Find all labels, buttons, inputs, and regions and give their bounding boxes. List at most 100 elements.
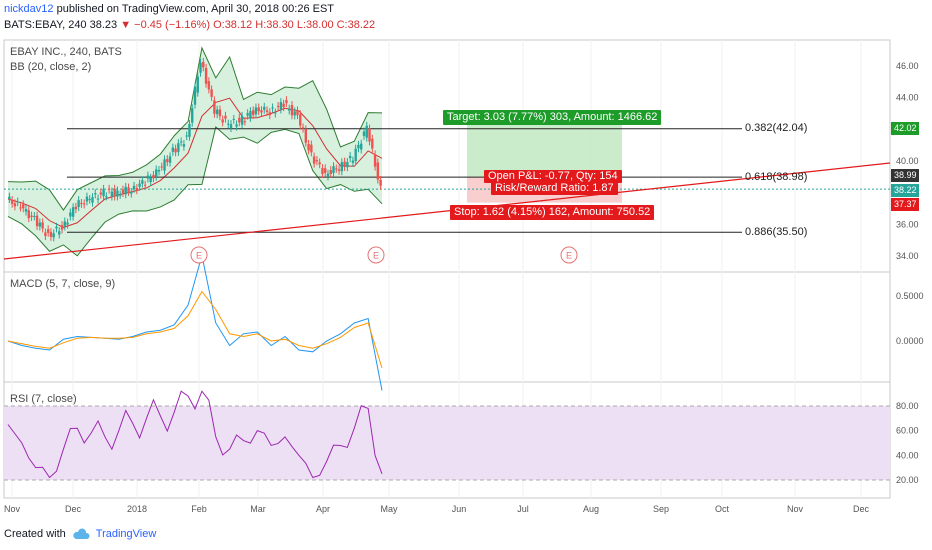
candle-body — [30, 215, 33, 218]
candle-body — [179, 141, 183, 143]
bb-basis — [7, 97, 383, 229]
candle-body — [282, 103, 285, 108]
candle-body — [52, 233, 55, 238]
candle-body — [82, 203, 86, 205]
candle-body — [348, 155, 352, 159]
candle-body — [113, 188, 116, 197]
candle-body — [246, 113, 249, 116]
candle-body — [224, 115, 227, 119]
candle-body — [268, 112, 271, 116]
down-arrow-icon: ▼ — [120, 19, 132, 31]
candle-body — [293, 111, 296, 116]
candle-body — [213, 100, 216, 114]
candle-body — [146, 175, 150, 179]
candle-body — [41, 222, 44, 229]
author-link[interactable]: nickdav12 — [4, 3, 54, 15]
symbol-label: BATS:EBAY, 240 — [4, 19, 87, 31]
candle-body — [182, 144, 186, 147]
candle-body — [127, 187, 130, 192]
rsi-tick-label: 60.00 — [896, 426, 919, 436]
x-tick-label: Apr — [316, 504, 330, 514]
candle-body — [329, 170, 332, 174]
price-tick-label: 44.00 — [896, 93, 919, 103]
candle-body — [16, 201, 19, 203]
risk-reward-label: Risk/Reward Ratio: 1.87 — [491, 182, 618, 195]
candle-body — [196, 76, 199, 93]
drawing-lines[interactable] — [3, 128, 891, 260]
candle-body — [337, 169, 341, 171]
bb-title: BB (20, close, 2) — [10, 61, 92, 73]
candle-body — [38, 222, 42, 227]
candle-body — [290, 105, 294, 116]
candle-body — [218, 109, 222, 117]
candles — [8, 57, 382, 242]
rsi-tick-label: 80.00 — [896, 401, 919, 411]
target-label[interactable]: Target: 3.03 (7.77%) 303, Amount: 1466.6… — [443, 110, 662, 125]
candle-body — [188, 123, 191, 137]
candle-body — [66, 222, 69, 225]
candle-body — [85, 196, 89, 202]
candle-body — [321, 168, 324, 175]
candle-body — [357, 144, 360, 149]
candle-body — [24, 208, 28, 212]
candle-body — [351, 160, 355, 163]
candle-body — [149, 177, 152, 183]
last-price: 38.23 — [89, 19, 118, 31]
tradingview-link[interactable]: TradingView — [95, 528, 157, 540]
candle-body — [238, 117, 241, 123]
candle-body — [177, 143, 180, 152]
candle-body — [191, 108, 194, 123]
cloud-icon — [73, 528, 90, 539]
candle-body — [19, 207, 22, 209]
trendline — [3, 162, 891, 260]
open-pl-label: Open P&L: -0.77, Qty: 154 — [484, 170, 622, 183]
candle-body — [279, 102, 283, 110]
rsi-title: RSI (7, close) — [10, 393, 77, 405]
candle-body — [96, 198, 100, 200]
candle-body — [343, 161, 346, 167]
candle-body — [35, 215, 39, 227]
candle-body — [77, 200, 80, 208]
price-tick-label: 36.00 — [896, 219, 919, 229]
x-tick-label: Nov — [787, 504, 804, 514]
candle-body — [232, 118, 235, 120]
stop-price-tag: 37.37 — [891, 198, 919, 211]
candle-body — [210, 89, 213, 97]
macd-lines — [7, 255, 383, 391]
candle-body — [332, 166, 335, 174]
rsi-lines — [7, 390, 383, 479]
price-tick-label: 46.00 — [896, 61, 919, 71]
x-tick-label: Sep — [653, 504, 669, 514]
symbol-info: BATS:EBAY, 240 38.23 ▼ −0.45 (−1.16%) O:… — [4, 19, 375, 31]
candle-body — [10, 200, 14, 204]
candle-body — [91, 197, 94, 203]
stop-label[interactable]: Stop: 1.62 (4.15%) 162, Amount: 750.52 — [450, 205, 655, 220]
earnings-marker-label: E — [373, 251, 379, 261]
price-pane-title: EBAY INC., 240, BATS — [10, 46, 122, 58]
candle-body — [199, 62, 202, 73]
candle-body — [285, 100, 288, 104]
candle-body — [324, 168, 327, 173]
candle-body — [166, 159, 169, 163]
x-tick-label: Oct — [715, 504, 730, 514]
fib-618-label: 0.618(38.98) — [745, 171, 808, 183]
candle-body — [373, 154, 377, 167]
candle-body — [157, 170, 161, 172]
candle-body — [69, 212, 72, 217]
candle-body — [141, 180, 144, 184]
candle-body — [94, 193, 97, 195]
candle-body — [202, 61, 205, 68]
candle-body — [102, 188, 105, 197]
candle-body — [287, 108, 291, 111]
ohlc-values: O:38.12 H:38.30 L:38.00 C:38.22 — [213, 19, 376, 31]
candle-body — [376, 162, 380, 180]
candle-body — [58, 231, 61, 235]
candle-body — [335, 168, 338, 170]
candle-body — [307, 143, 310, 151]
price-tick-label: 34.00 — [896, 251, 919, 261]
candle-body — [254, 107, 258, 115]
candle-body — [360, 143, 363, 150]
x-tick-label: Feb — [191, 504, 207, 514]
